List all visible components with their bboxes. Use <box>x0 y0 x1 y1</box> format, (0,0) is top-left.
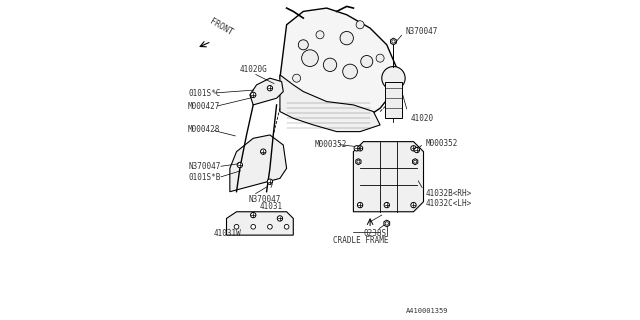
Circle shape <box>392 40 395 43</box>
Circle shape <box>268 85 273 91</box>
Circle shape <box>284 224 289 229</box>
Circle shape <box>414 147 419 153</box>
Polygon shape <box>280 75 380 132</box>
Circle shape <box>268 179 273 184</box>
Text: N370047: N370047 <box>248 195 280 204</box>
Circle shape <box>298 40 308 50</box>
Circle shape <box>342 64 357 79</box>
Circle shape <box>292 74 301 82</box>
Circle shape <box>250 212 256 218</box>
Circle shape <box>357 160 360 163</box>
Text: N370047: N370047 <box>188 162 220 171</box>
Circle shape <box>411 203 416 208</box>
Text: FRONT: FRONT <box>208 17 234 37</box>
Text: A410001359: A410001359 <box>406 308 449 314</box>
Text: M000427: M000427 <box>188 102 220 111</box>
Circle shape <box>268 224 272 229</box>
Polygon shape <box>356 159 361 165</box>
Circle shape <box>361 55 372 68</box>
Circle shape <box>260 149 266 154</box>
Text: 0238S: 0238S <box>364 229 387 238</box>
Circle shape <box>385 222 388 225</box>
Circle shape <box>356 21 364 29</box>
Polygon shape <box>280 8 397 125</box>
Circle shape <box>250 92 256 98</box>
Text: M000352: M000352 <box>425 139 458 148</box>
Circle shape <box>316 31 324 39</box>
Circle shape <box>234 224 239 229</box>
Text: 0101S*B: 0101S*B <box>188 173 220 182</box>
Circle shape <box>382 67 405 90</box>
Text: 41031: 41031 <box>260 202 283 211</box>
Circle shape <box>376 54 384 62</box>
Text: 0101S*C: 0101S*C <box>188 89 220 98</box>
Circle shape <box>340 31 353 45</box>
Text: 41031W: 41031W <box>213 229 241 238</box>
Circle shape <box>301 50 318 67</box>
Text: M000352: M000352 <box>315 140 348 149</box>
Text: 41032C<LH>: 41032C<LH> <box>425 199 472 208</box>
Polygon shape <box>413 159 418 165</box>
Text: M000428: M000428 <box>188 125 220 134</box>
Circle shape <box>357 146 363 151</box>
Text: CRADLE FRAME: CRADLE FRAME <box>333 236 389 245</box>
Circle shape <box>413 160 417 163</box>
Circle shape <box>277 216 283 221</box>
Text: N370047: N370047 <box>405 27 438 36</box>
Circle shape <box>354 146 360 151</box>
Polygon shape <box>230 135 287 192</box>
Circle shape <box>237 162 243 168</box>
Circle shape <box>384 203 390 208</box>
Polygon shape <box>250 78 284 105</box>
Text: 41020: 41020 <box>410 114 433 123</box>
Text: 41020G: 41020G <box>240 65 268 74</box>
Circle shape <box>357 203 363 208</box>
Text: 41032B<RH>: 41032B<RH> <box>425 189 472 198</box>
Polygon shape <box>390 38 396 45</box>
Polygon shape <box>227 212 293 235</box>
Polygon shape <box>353 142 424 212</box>
Circle shape <box>251 224 255 229</box>
Circle shape <box>411 146 416 151</box>
Polygon shape <box>385 82 402 118</box>
Polygon shape <box>384 220 390 227</box>
Circle shape <box>323 58 337 71</box>
